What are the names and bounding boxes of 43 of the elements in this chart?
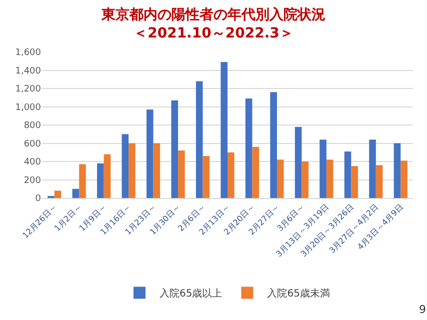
bar <box>376 165 383 198</box>
bar <box>369 140 376 198</box>
bar <box>394 143 401 198</box>
legend-label: 入院65歳以上 <box>160 288 222 300</box>
bar <box>320 140 326 198</box>
bar <box>351 166 358 198</box>
bar <box>294 126 302 198</box>
y-tick-label: 600 <box>24 139 42 150</box>
bar <box>228 152 234 198</box>
bar <box>128 143 136 198</box>
chart-subtitle: ＜2021.10～2022.3＞ <box>134 25 294 42</box>
y-tick-label: 0 <box>35 194 42 204</box>
bar <box>97 163 104 198</box>
bar <box>171 100 178 198</box>
bar <box>344 151 352 198</box>
bar <box>122 134 129 198</box>
bar <box>104 154 111 198</box>
y-tick-label: 1,400 <box>15 66 42 76</box>
bar <box>54 190 62 198</box>
bar <box>302 162 308 198</box>
bar <box>79 164 86 198</box>
bar <box>400 160 408 198</box>
y-tick-label: 400 <box>24 158 42 168</box>
bar <box>72 188 80 198</box>
y-tick-label: 1,000 <box>15 102 42 113</box>
bar <box>326 160 334 198</box>
text: 9 <box>419 303 426 316</box>
bar <box>220 62 228 198</box>
bar <box>146 109 154 198</box>
bar <box>252 146 260 198</box>
bar <box>276 160 284 198</box>
bar <box>270 92 277 198</box>
bar <box>196 81 203 198</box>
y-tick-label: 1,200 <box>15 84 42 95</box>
y-tick-label: 1,600 <box>15 48 42 58</box>
legend-label: 入院65歳未満 <box>267 288 330 300</box>
bar <box>153 143 160 198</box>
y-tick-label: 800 <box>24 121 42 132</box>
bar <box>178 150 185 198</box>
bar <box>202 156 210 198</box>
chart-title: 東京都内の陽性者の年代別入院状況 <box>100 6 326 24</box>
bar <box>245 98 252 198</box>
y-tick-label: 200 <box>24 176 42 186</box>
